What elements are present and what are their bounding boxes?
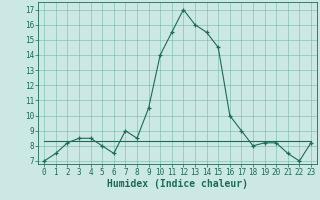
X-axis label: Humidex (Indice chaleur): Humidex (Indice chaleur) xyxy=(107,179,248,189)
